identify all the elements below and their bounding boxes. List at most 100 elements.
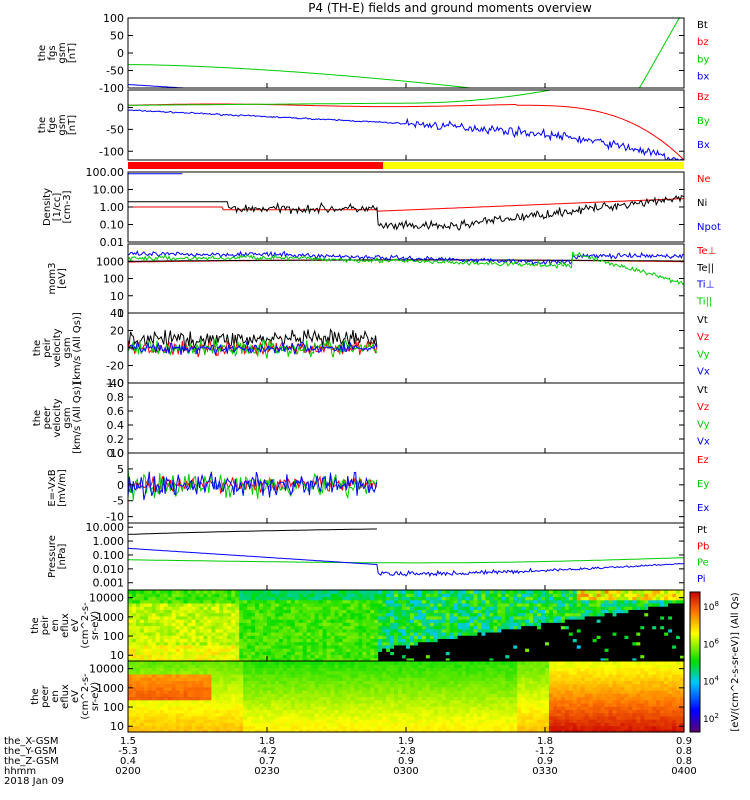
peir-spec-cell [358,593,363,598]
peir-spec-cell [660,631,665,636]
peer-spec-cell [235,686,240,691]
peir-spec-cell [584,599,590,604]
peir-spec-cell [568,609,574,614]
peir-spec-cell [541,648,546,652]
peer-spec-cell [398,728,403,733]
peir-spec-cell [457,622,463,627]
peir-spec-cell [334,606,340,610]
peer-spec-cell [386,686,391,691]
peir-spec-cell [358,606,363,610]
peer-spec-cell [163,664,169,669]
peer-spec-cell [350,722,355,727]
peir-spec-cell [672,625,677,630]
peir-spec-cell [541,625,546,630]
peer-spec-cell [203,715,209,720]
peer-spec-cell [394,683,399,688]
peir-spec-cell [386,596,391,601]
peer-spec-cell [151,706,157,711]
peer-spec-cell [366,702,371,707]
peer-spec-cell [239,715,244,720]
peir-spec-cell [338,593,344,598]
peer-spec-cell [278,725,284,730]
peer-spec-cell [358,686,363,691]
peir-spec-cell [286,654,292,659]
peer-spec-cell [219,719,224,723]
peer-spec-cell [409,677,415,681]
peir-spec-cell [640,635,645,640]
peer-spec-cell [239,686,244,691]
peir-spec-cell [131,609,137,614]
peir-spec-cell [203,625,209,630]
peir-spec-cell [235,641,240,646]
peir-spec-cell [362,622,367,627]
peir-spec-cell [537,622,542,627]
peir-spec-cell [533,638,538,643]
peer-spec-cell [318,680,324,685]
peir-spec-cell [318,609,324,614]
peer-spec-cell [413,696,419,701]
peer-spec-cell [191,722,197,727]
peer-spec-cell [187,661,193,665]
peer-spec-cell [286,680,292,685]
peir-spec-cell [215,602,220,607]
peir-spec-cell [235,612,240,617]
peir-spec-cell [406,602,411,607]
peir-spec-cell [469,625,475,630]
peir-spec-cell [270,648,276,652]
peer-spec-cell [128,670,133,675]
peir-spec-cell [350,657,355,662]
peir-spec-cell [223,606,228,610]
peir-spec-cell [282,641,288,646]
peir-spec-cell [461,619,467,623]
peir-spec-cell [509,628,514,633]
peer-spec-cell [302,709,308,714]
density-legend-Npot: Npot [697,222,721,233]
peer-spec-cell [259,719,264,723]
peir-spec-cell [660,599,665,604]
peer-spec-cell [223,722,228,727]
peir-spec-cell [552,648,558,652]
peir-spec-cell [596,644,602,649]
peer-spec-cell [338,728,344,733]
peir-spec-cell [390,612,395,617]
peer-spec-cell [139,728,145,733]
peer-spec-cell [219,667,224,672]
peer-spec-cell [183,673,189,678]
peer-spec-cell [318,664,324,669]
peer-spec-cell [255,696,260,701]
peir-spec-cell [314,641,320,646]
peir-spec-cell [616,612,622,617]
peir-spec-cell [429,625,435,630]
peir-spec-cell [191,590,197,594]
peer-spec-cell [282,686,288,691]
peer-spec-cell [290,702,296,707]
peir-spec-cell [263,615,268,620]
peer-spec-cell [322,670,328,675]
peer-spec-cell [310,719,316,723]
peir-spec-cell [139,638,145,643]
peir-spec-cell [251,638,256,643]
peer-spec-cell [128,686,133,691]
peer-spec-cell [358,702,363,707]
peir-spec-cell [640,609,645,614]
peir-spec-cell [342,606,348,610]
peir-spec-cell [441,657,447,662]
peir-spec-cell [358,590,363,594]
peir-spec-cell [362,628,367,633]
peir-spec-cell [227,609,232,614]
peer-spec-cell [354,725,359,730]
peir-spec-cell [251,644,256,649]
peir-spec-cell [656,619,661,623]
peer-spec-cell [374,683,379,688]
peir-spec-cell [195,596,201,601]
peir-spec-cell [394,635,399,640]
peir-spec-cell [664,628,669,633]
peer-spec-cell [191,699,197,704]
peer-spec-cell [294,673,300,678]
peir-spec-cell [290,654,296,659]
peir-spec-cell [171,622,177,627]
peer-spec-cell [243,667,248,672]
peer-spec-cell [314,719,320,723]
fge-series-By [128,89,684,106]
peer-spec-cell [219,690,224,694]
